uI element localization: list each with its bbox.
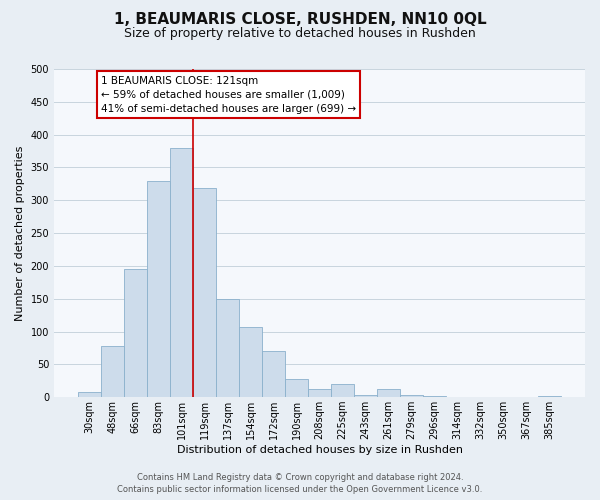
Bar: [262, 351, 285, 397]
Bar: [216, 298, 239, 397]
Bar: [377, 390, 400, 397]
Bar: [124, 268, 147, 397]
Bar: [285, 379, 308, 397]
Text: 1, BEAUMARIS CLOSE, RUSHDEN, NN10 0QL: 1, BEAUMARIS CLOSE, RUSHDEN, NN10 0QL: [113, 12, 487, 28]
Bar: [78, 392, 101, 397]
Bar: [239, 327, 262, 397]
X-axis label: Distribution of detached houses by size in Rushden: Distribution of detached houses by size …: [176, 445, 463, 455]
Bar: [538, 396, 561, 397]
Text: Size of property relative to detached houses in Rushden: Size of property relative to detached ho…: [124, 28, 476, 40]
Bar: [170, 148, 193, 397]
Bar: [331, 384, 354, 397]
Text: Contains HM Land Registry data © Crown copyright and database right 2024.
Contai: Contains HM Land Registry data © Crown c…: [118, 472, 482, 494]
Bar: [308, 390, 331, 397]
Bar: [354, 395, 377, 397]
Bar: [423, 396, 446, 397]
Bar: [193, 188, 216, 397]
Y-axis label: Number of detached properties: Number of detached properties: [15, 146, 25, 321]
Bar: [101, 346, 124, 397]
Bar: [400, 394, 423, 397]
Bar: [147, 180, 170, 397]
Text: 1 BEAUMARIS CLOSE: 121sqm
← 59% of detached houses are smaller (1,009)
41% of se: 1 BEAUMARIS CLOSE: 121sqm ← 59% of detac…: [101, 76, 356, 114]
Bar: [492, 396, 515, 397]
